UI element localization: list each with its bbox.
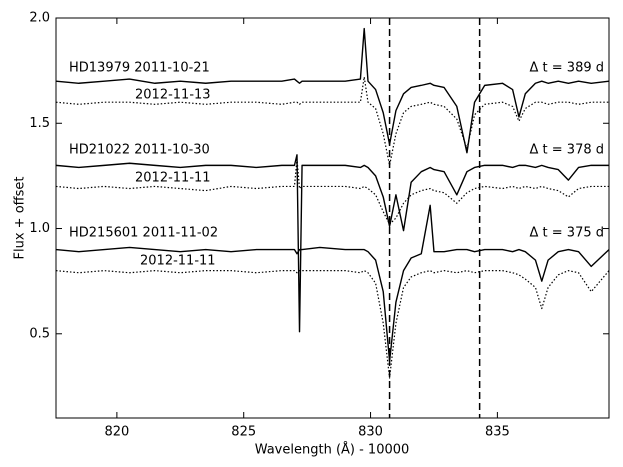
x-tick-label: 820 [104, 425, 129, 440]
y-tick-label: 1.5 [29, 116, 50, 131]
series-label: 2012-11-11 [135, 171, 211, 186]
series-label: HD21022 2011-10-30 [69, 143, 210, 158]
annotation: Δ t = 389 d [530, 61, 604, 76]
x-tick-label: 825 [231, 425, 256, 440]
x-tick-label: 830 [358, 425, 383, 440]
x-axis-label: Wavelength (Å) - 10000 [255, 442, 410, 458]
annotation: Δ t = 378 d [530, 143, 604, 158]
y-tick-label: 2.0 [29, 11, 50, 26]
spectrum-line [55, 158, 609, 225]
y-tick-label: 1.0 [29, 221, 50, 236]
y-tick-label: 0.5 [29, 326, 50, 341]
spectrum-line [55, 154, 609, 333]
annotation: Δ t = 375 d [530, 226, 604, 241]
x-tick-label: 835 [485, 425, 510, 440]
spectrum-line [55, 27, 610, 154]
spectrum-line [55, 204, 610, 362]
series-label: HD13979 2011-10-21 [69, 61, 210, 76]
plot-frame [55, 17, 610, 419]
series-label: 2012-11-11 [140, 254, 216, 269]
spectrum-line [55, 270, 610, 379]
y-axis-label: Flux + offset [13, 177, 28, 260]
spectrum-line [55, 76, 609, 166]
series-label: 2012-11-13 [135, 88, 211, 103]
series-label: HD215601 2011-11-02 [69, 226, 218, 241]
